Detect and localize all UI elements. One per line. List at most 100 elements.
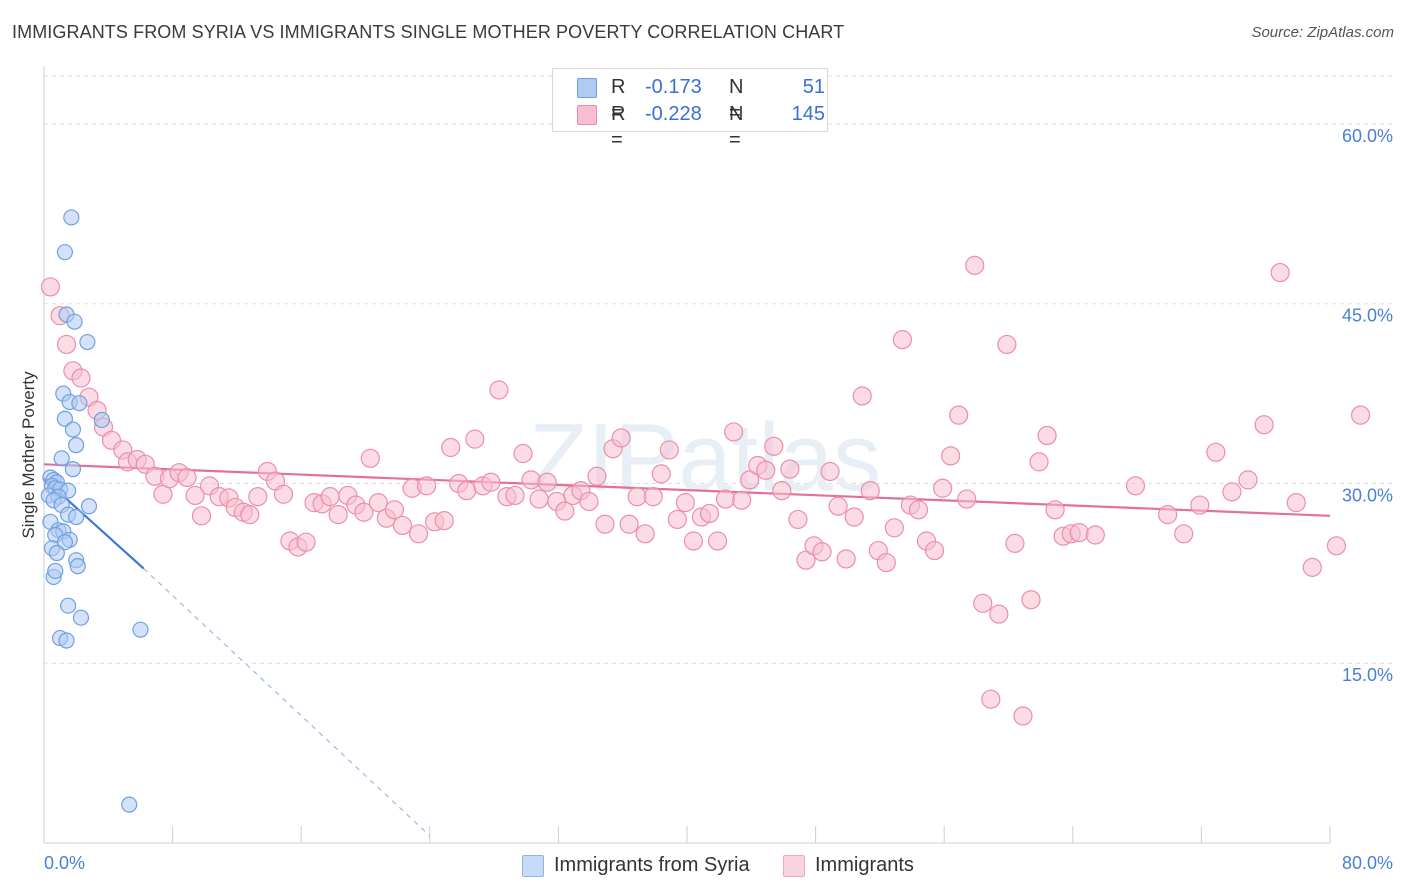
legend-label: Immigrants from Syria xyxy=(554,854,750,876)
immigrants-point xyxy=(1005,533,1025,553)
immigrants-point xyxy=(860,481,880,501)
syria-trend-extension xyxy=(143,568,431,837)
immigrants-point xyxy=(924,540,945,561)
immigrants-point xyxy=(273,484,294,504)
source-credit: Source: ZipAtlas.com xyxy=(1251,24,1394,41)
n-label: N = xyxy=(729,103,744,151)
n-value: 145 xyxy=(791,103,825,125)
syria-point xyxy=(93,411,110,429)
y-tick-label: 45.0% xyxy=(1342,306,1393,326)
tick-labels: 15.0% 30.0% 45.0% 60.0% 0.0% 80.0% xyxy=(44,126,1393,873)
immigrants-point xyxy=(820,461,840,482)
syria-point xyxy=(64,460,82,478)
immigrants-point xyxy=(40,277,61,297)
immigrants-point xyxy=(1029,452,1049,472)
syria-point xyxy=(64,421,82,438)
immigrants-point xyxy=(71,368,91,388)
immigrants-point xyxy=(932,478,953,498)
immigrants-point xyxy=(240,505,260,525)
immigrants-point xyxy=(908,500,929,520)
syria-point xyxy=(132,621,149,638)
immigrants-point xyxy=(1302,557,1322,577)
immigrants-point xyxy=(408,524,429,544)
syria-point xyxy=(68,437,85,454)
immigrants-point xyxy=(177,467,197,488)
gridlines xyxy=(44,75,1395,664)
axes xyxy=(43,66,1331,844)
immigrants-point xyxy=(416,476,437,496)
immigrants-point xyxy=(892,330,913,350)
immigrants-point xyxy=(707,531,728,551)
r-value: -0.173 xyxy=(645,76,702,98)
immigrants-point xyxy=(611,428,631,448)
n-value: 51 xyxy=(802,76,825,98)
immigrants-point xyxy=(627,487,647,507)
immigrants-point xyxy=(1270,262,1290,283)
syria-point xyxy=(69,558,86,575)
immigrants-point xyxy=(732,490,752,510)
immigrants-point xyxy=(1013,706,1033,726)
immigrants-point xyxy=(1286,493,1306,513)
immigrants-point xyxy=(876,552,896,573)
syria-point xyxy=(47,562,64,580)
immigrants-point xyxy=(555,501,575,521)
immigrants-point xyxy=(683,531,704,551)
immigrants-point xyxy=(1326,536,1347,556)
syria-point xyxy=(58,632,75,649)
syria-point xyxy=(48,544,65,562)
immigrants-point xyxy=(320,487,340,507)
y-tick-label: 15.0% xyxy=(1342,665,1393,685)
immigrants-swatch xyxy=(577,105,597,125)
y-axis-label: Single Mother Poverty xyxy=(19,371,38,539)
immigrants-point xyxy=(465,429,485,449)
r-value: -0.228 xyxy=(645,103,702,125)
syria-point xyxy=(60,597,77,614)
trend-lines xyxy=(43,463,1331,837)
immigrants-point xyxy=(529,489,549,509)
syria-point xyxy=(63,209,80,226)
immigrants-point xyxy=(1125,476,1146,496)
immigrants-point xyxy=(699,503,720,524)
immigrants-point xyxy=(941,446,961,466)
immigrants-point xyxy=(949,405,969,425)
immigrants-point xyxy=(965,255,985,275)
immigrants-point xyxy=(772,481,792,501)
y-tick-label: 30.0% xyxy=(1342,485,1393,505)
x-tick-label: 80.0% xyxy=(1342,853,1393,873)
immigrants-point xyxy=(989,604,1009,624)
immigrants-point xyxy=(296,532,316,552)
syria-point xyxy=(56,410,73,427)
immigrants-point xyxy=(675,493,695,513)
immigrants-point xyxy=(957,489,977,509)
immigrants-point xyxy=(368,493,388,513)
immigrants-point xyxy=(1158,505,1178,525)
immigrants-point xyxy=(434,511,454,531)
syria-legend-swatch xyxy=(522,855,544,877)
immigrants-point xyxy=(579,491,599,512)
immigrants-point xyxy=(513,443,533,464)
immigrants-legend-swatch xyxy=(783,855,805,877)
immigrants-point xyxy=(740,470,760,490)
immigrants-point xyxy=(788,509,808,530)
legend-label: Immigrants xyxy=(815,854,914,876)
immigrants-point xyxy=(360,448,380,468)
r-label: R = xyxy=(611,103,626,151)
immigrants-point xyxy=(392,515,413,536)
immigrants-point xyxy=(1021,590,1041,610)
immigrants-point xyxy=(1238,470,1258,490)
immigrants-point xyxy=(756,460,776,480)
immigrants-point xyxy=(56,334,77,355)
immigrants-point xyxy=(764,436,784,456)
stats-legend: R = -0.173 N = 51 R = -0.228 N = 145 xyxy=(552,68,828,151)
immigrants-point xyxy=(1085,525,1105,545)
immigrants-point xyxy=(489,380,509,400)
immigrants-point xyxy=(981,689,1001,709)
chart-title: IMMIGRANTS FROM SYRIA VS IMMIGRANTS SING… xyxy=(12,22,845,42)
immigrants-point xyxy=(1174,524,1194,544)
immigrants-point xyxy=(185,485,205,506)
immigrants-point xyxy=(884,518,904,538)
syria-point xyxy=(121,796,138,813)
immigrants-point xyxy=(667,509,687,530)
immigrants-point xyxy=(191,506,212,526)
y-tick-label: 60.0% xyxy=(1342,126,1393,146)
